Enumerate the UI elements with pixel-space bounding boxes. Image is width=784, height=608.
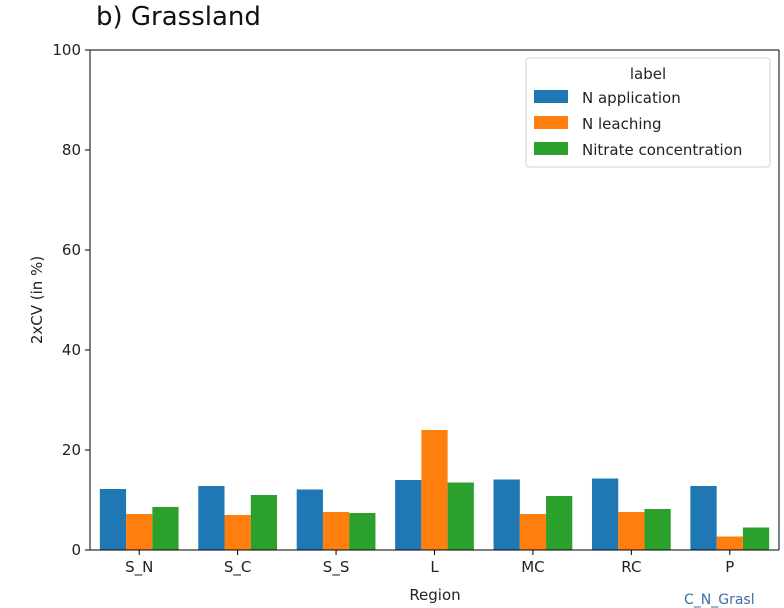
legend-entry-label: N application bbox=[582, 89, 681, 107]
x-tick-label: S_C bbox=[224, 558, 252, 577]
chart-title: b) Grassland bbox=[96, 2, 261, 32]
y-tick-label: 20 bbox=[62, 441, 81, 459]
bar bbox=[591, 478, 619, 550]
bar bbox=[493, 479, 520, 550]
bar bbox=[447, 482, 474, 550]
bar bbox=[519, 514, 547, 550]
bar bbox=[349, 513, 376, 550]
legend-entry-label: N leaching bbox=[582, 115, 662, 133]
y-axis-label: 2xCV (in %) bbox=[28, 256, 46, 344]
x-tick-label: RC bbox=[621, 558, 641, 576]
x-tick-label: S_N bbox=[125, 558, 153, 577]
y-tick-label: 40 bbox=[62, 341, 81, 359]
bars-group bbox=[99, 430, 770, 550]
bar bbox=[322, 512, 350, 550]
bar bbox=[250, 495, 278, 550]
bar bbox=[716, 536, 743, 550]
bar bbox=[198, 486, 225, 550]
bar bbox=[644, 509, 671, 550]
x-tick-label: MC bbox=[521, 558, 544, 576]
bar bbox=[99, 489, 127, 550]
legend-swatch bbox=[534, 142, 568, 155]
legend-title: label bbox=[630, 65, 666, 83]
bar bbox=[421, 430, 448, 550]
legend-frame bbox=[525, 57, 771, 168]
x-tick-label: P bbox=[725, 558, 734, 576]
bar bbox=[296, 489, 323, 550]
x-tick-label: S_S bbox=[323, 558, 350, 577]
legend-entry-label: Nitrate concentration bbox=[582, 141, 742, 159]
y-tick-label: 60 bbox=[62, 241, 81, 259]
legend-swatch bbox=[534, 90, 568, 103]
y-tick-label: 80 bbox=[62, 141, 81, 159]
x-axis-label: Region bbox=[409, 586, 460, 604]
bar bbox=[224, 515, 251, 550]
legend: label N application N leaching Nitrate con… bbox=[525, 57, 771, 168]
bar bbox=[546, 496, 573, 550]
bar bbox=[395, 480, 422, 550]
legend-swatch bbox=[534, 116, 568, 129]
bar bbox=[742, 527, 770, 550]
bar bbox=[152, 507, 179, 550]
corner-note: C_N_Grasl bbox=[684, 592, 755, 608]
axes-group: 0 20 40 60 80 100 S_N S_C S_S L MC RC P bbox=[52, 41, 780, 577]
x-tick-label: L bbox=[430, 558, 439, 576]
bar bbox=[618, 512, 645, 550]
y-tick-label: 0 bbox=[71, 541, 81, 559]
bar bbox=[690, 486, 717, 550]
bar bbox=[126, 514, 153, 550]
y-tick-label: 100 bbox=[52, 41, 81, 59]
